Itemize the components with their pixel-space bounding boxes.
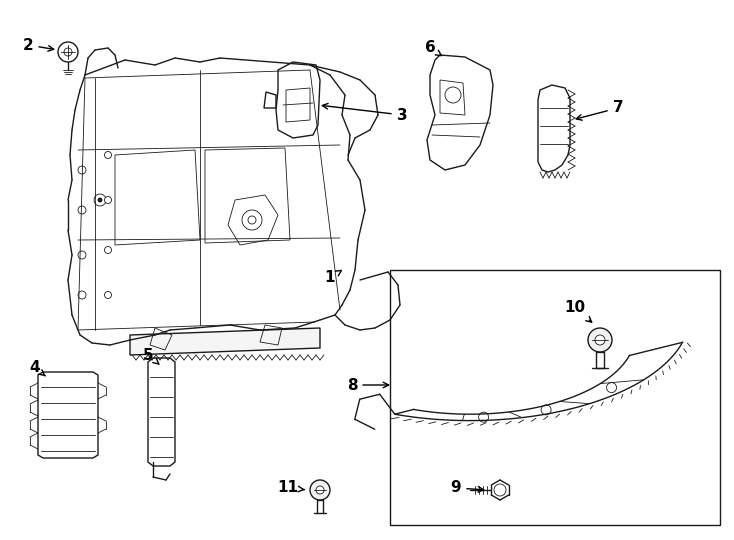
Circle shape — [104, 292, 112, 299]
Circle shape — [316, 486, 324, 494]
Bar — [390, 270, 720, 525]
Circle shape — [541, 405, 551, 415]
Text: 1: 1 — [324, 271, 341, 286]
Circle shape — [104, 152, 112, 159]
Circle shape — [310, 480, 330, 500]
Circle shape — [104, 197, 112, 204]
Polygon shape — [130, 328, 320, 355]
Circle shape — [445, 87, 461, 103]
Circle shape — [248, 216, 256, 224]
Circle shape — [479, 412, 489, 422]
Circle shape — [98, 198, 102, 202]
Text: 11: 11 — [277, 481, 305, 496]
Circle shape — [78, 206, 86, 214]
Text: 10: 10 — [564, 300, 592, 322]
Circle shape — [104, 246, 112, 253]
Text: 5: 5 — [142, 348, 159, 364]
Circle shape — [606, 383, 617, 393]
Text: 2: 2 — [23, 37, 54, 52]
Circle shape — [78, 291, 86, 299]
Circle shape — [94, 194, 106, 206]
Circle shape — [58, 42, 78, 62]
Circle shape — [595, 335, 605, 345]
Text: 7: 7 — [576, 100, 623, 120]
Text: 9: 9 — [451, 481, 484, 496]
Circle shape — [78, 251, 86, 259]
Circle shape — [242, 210, 262, 230]
Circle shape — [588, 328, 612, 352]
Circle shape — [494, 484, 506, 496]
Text: 8: 8 — [346, 377, 389, 393]
Circle shape — [78, 166, 86, 174]
Text: 6: 6 — [425, 40, 441, 56]
Circle shape — [64, 48, 72, 56]
Text: 4: 4 — [29, 361, 46, 376]
Text: 3: 3 — [322, 103, 407, 123]
